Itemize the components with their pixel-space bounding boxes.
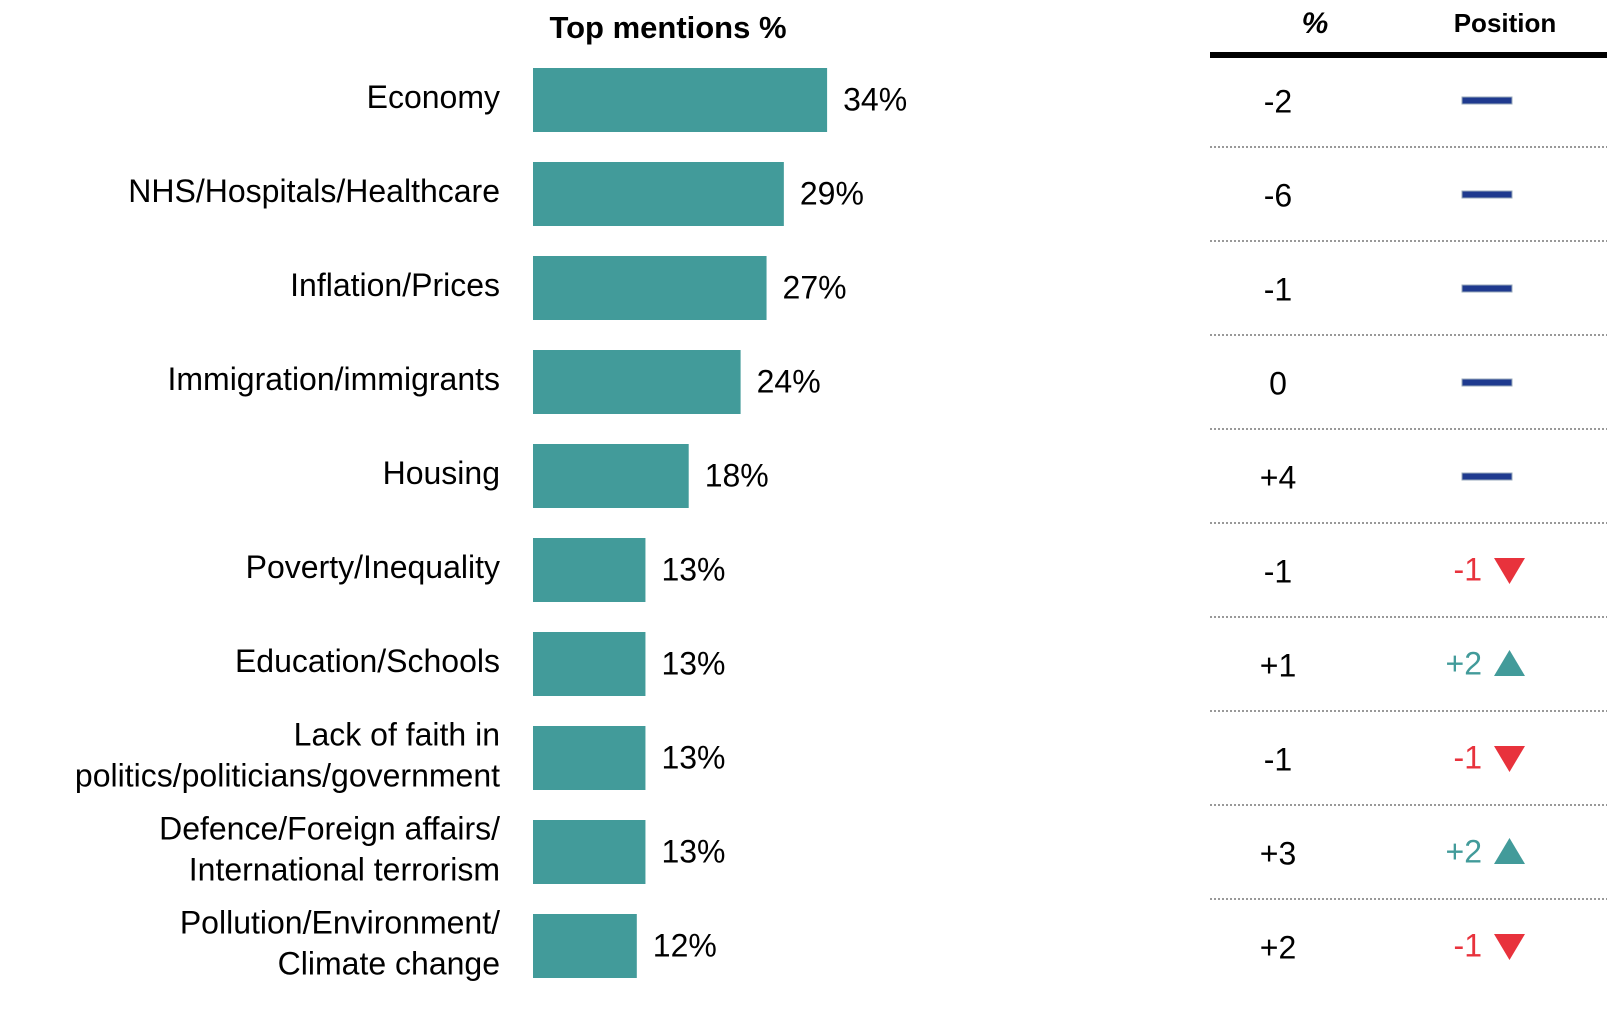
change-cell: +3 bbox=[1260, 835, 1296, 871]
bar bbox=[533, 726, 646, 790]
bar bbox=[533, 162, 784, 226]
value-label: 18% bbox=[705, 457, 769, 493]
category-label: Poverty/Inequality bbox=[246, 549, 500, 585]
column-header: Position bbox=[1454, 8, 1557, 38]
no-change-icon bbox=[1461, 190, 1513, 199]
bar bbox=[533, 444, 689, 508]
position-cell: -1 bbox=[1454, 551, 1482, 587]
no-change-icon bbox=[1461, 284, 1513, 293]
change-cell: 0 bbox=[1269, 365, 1287, 401]
bar bbox=[533, 256, 767, 320]
column-header: % bbox=[1302, 7, 1329, 40]
no-change-icon bbox=[1461, 96, 1513, 105]
down-arrow bbox=[1494, 746, 1525, 772]
bar bbox=[533, 68, 828, 132]
value-label: 13% bbox=[661, 645, 725, 681]
position-cell: +2 bbox=[1446, 833, 1482, 869]
bar bbox=[533, 632, 646, 696]
value-label: 12% bbox=[653, 927, 717, 963]
up-arrow bbox=[1494, 838, 1525, 864]
bar bbox=[533, 914, 637, 978]
position-cell: -1 bbox=[1454, 739, 1482, 775]
no-change-icon bbox=[1461, 378, 1513, 387]
value-label: 13% bbox=[661, 739, 725, 775]
bar bbox=[533, 538, 646, 602]
down-arrow bbox=[1494, 558, 1525, 584]
no-change-icon bbox=[1461, 472, 1513, 481]
bar bbox=[533, 350, 741, 414]
change-cell: -2 bbox=[1264, 83, 1292, 119]
change-cell: +1 bbox=[1260, 647, 1296, 683]
position-cell: +2 bbox=[1446, 645, 1482, 681]
down-arrow bbox=[1494, 934, 1525, 960]
position-cell: -1 bbox=[1454, 927, 1482, 963]
value-label: 13% bbox=[661, 551, 725, 587]
category-label: Education/Schools bbox=[235, 643, 500, 679]
value-label: 27% bbox=[783, 269, 847, 305]
category-label: Immigration/immigrants bbox=[167, 361, 500, 397]
bar bbox=[533, 820, 646, 884]
change-cell: -6 bbox=[1264, 177, 1292, 213]
change-cell: +2 bbox=[1260, 929, 1296, 965]
change-cell: -1 bbox=[1264, 553, 1292, 589]
category-label: Housing bbox=[383, 455, 500, 491]
category-label: Pollution/Environment/Climate change bbox=[180, 905, 500, 982]
value-label: 34% bbox=[843, 81, 907, 117]
category-label: Defence/Foreign affairs/International te… bbox=[159, 811, 500, 888]
change-cell: -1 bbox=[1264, 741, 1292, 777]
change-cell: -1 bbox=[1264, 271, 1292, 307]
chart-title: Top mentions % bbox=[549, 10, 786, 45]
category-label: Inflation/Prices bbox=[290, 267, 500, 303]
up-arrow bbox=[1494, 650, 1525, 676]
value-label: 24% bbox=[757, 363, 821, 399]
value-label: 29% bbox=[800, 175, 864, 211]
category-label: NHS/Hospitals/Healthcare bbox=[128, 173, 500, 209]
category-label: Economy bbox=[367, 79, 500, 115]
category-label: Lack of faith in politics/politicians/gov… bbox=[75, 717, 500, 794]
value-label: 13% bbox=[661, 833, 725, 869]
change-cell: +4 bbox=[1260, 459, 1296, 495]
